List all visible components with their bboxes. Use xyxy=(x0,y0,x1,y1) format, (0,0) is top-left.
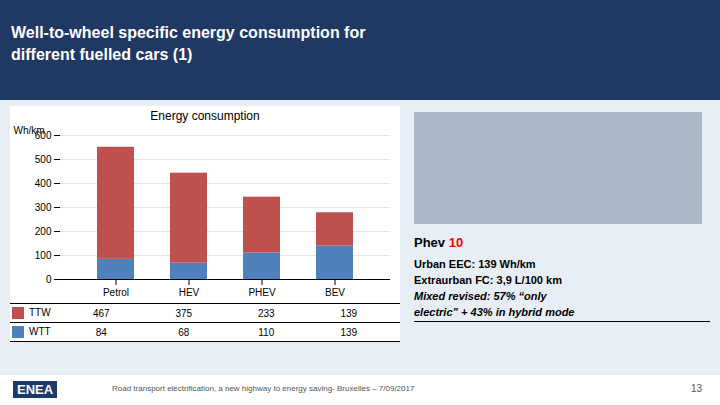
html-text:233: 233 xyxy=(257,307,275,319)
html-text:electric” + 43% in hybrid mode: electric” + 43% in hybrid mode xyxy=(414,305,575,318)
html-text:WTT: WTT xyxy=(29,325,51,337)
svg-text:200: 200 xyxy=(35,226,52,237)
svg-text:HEV: HEV xyxy=(179,287,200,298)
html-text:ENEA: ENEA xyxy=(17,382,54,397)
html-text:Mixed revised: 57% “only: Mixed revised: 57% “only xyxy=(414,289,547,302)
html-text:Energy consumption: Energy consumption xyxy=(150,109,260,123)
html-text:Road transport electrification: Road transport electrification, a new hi… xyxy=(112,384,415,393)
svg-text:0: 0 xyxy=(46,274,52,285)
html-text:139: 139 xyxy=(340,326,358,338)
html-text:Urban EEC: 139 Wh/km: Urban EEC: 139 Wh/km xyxy=(414,257,536,270)
html-text:68: 68 xyxy=(178,326,190,338)
html-text:Well-to-wheel specific energy: Well-to-wheel specific energy consumptio… xyxy=(11,24,366,63)
html-text:Phev 10: Phev 10 xyxy=(414,235,464,250)
html-text:467: 467 xyxy=(92,307,110,319)
svg-text:500: 500 xyxy=(35,154,52,165)
html-text:Extraurban FC: 3,9 L/100 km: Extraurban FC: 3,9 L/100 km xyxy=(414,273,562,286)
html-text:13: 13 xyxy=(690,383,702,394)
svg-text:Wh/km: Wh/km xyxy=(14,125,45,136)
svg-text:PHEV: PHEV xyxy=(248,287,276,298)
html-text:375: 375 xyxy=(175,307,193,319)
svg-text:Petrol: Petrol xyxy=(103,287,129,298)
html-text:139: 139 xyxy=(340,307,358,319)
html-text:110: 110 xyxy=(258,326,275,338)
svg-text:400: 400 xyxy=(35,178,52,189)
svg-text:100: 100 xyxy=(35,250,52,261)
svg-text:BEV: BEV xyxy=(325,287,345,298)
html-text:TTW: TTW xyxy=(29,306,51,318)
svg-text:300: 300 xyxy=(35,202,52,213)
html-text:84: 84 xyxy=(95,326,107,338)
